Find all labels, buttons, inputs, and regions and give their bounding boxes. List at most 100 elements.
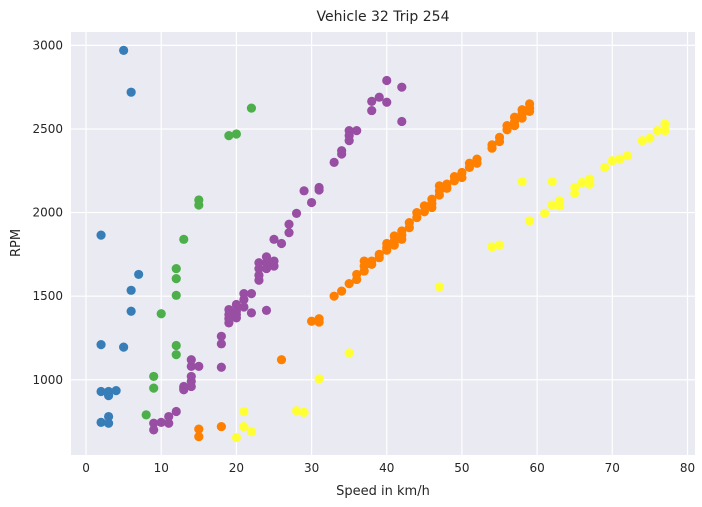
data-point-series-3 xyxy=(216,339,226,349)
data-point-series-4 xyxy=(525,106,535,117)
data-point-series-3 xyxy=(284,219,294,229)
x-tick-label: 0 xyxy=(82,461,90,475)
data-point-series-3 xyxy=(224,318,234,328)
data-point-series-3 xyxy=(216,362,226,372)
tick-labels: 0 10 20 30 40 50 60 70 80 1000 1500 2000 2500 3000 xyxy=(32,38,695,475)
data-point-series-4 xyxy=(216,421,226,432)
data-point-series-5 xyxy=(487,242,497,252)
y-tick-label: 2500 xyxy=(32,122,63,136)
data-point-series-3 xyxy=(291,208,302,219)
x-tick-label: 40 xyxy=(379,461,394,475)
data-point-series-1 xyxy=(96,340,106,350)
data-point-series-5 xyxy=(434,282,444,292)
data-point-series-3 xyxy=(171,406,181,417)
data-point-series-1 xyxy=(96,230,106,240)
data-point-series-3 xyxy=(337,149,347,159)
data-point-series-3 xyxy=(186,381,196,392)
data-point-series-2 xyxy=(171,340,181,351)
data-point-series-5 xyxy=(652,126,663,136)
data-point-series-3 xyxy=(246,289,257,299)
data-point-series-5 xyxy=(239,406,249,417)
data-point-series-5 xyxy=(246,426,257,437)
y-axis-label: RPM xyxy=(9,229,24,257)
data-point-series-5 xyxy=(660,119,670,129)
data-point-series-4 xyxy=(374,253,384,263)
data-point-series-4 xyxy=(397,234,407,244)
data-point-series-5 xyxy=(637,136,647,146)
data-point-series-5 xyxy=(239,421,249,432)
data-point-series-3 xyxy=(254,263,264,274)
data-point-series-2 xyxy=(156,309,166,319)
data-point-series-3 xyxy=(306,197,317,208)
y-tick-label: 2000 xyxy=(32,206,63,220)
data-point-series-1 xyxy=(134,269,144,280)
data-point-series-3 xyxy=(254,275,264,285)
data-point-series-4 xyxy=(509,121,520,131)
data-point-series-3 xyxy=(164,411,174,422)
x-tick-label: 60 xyxy=(529,461,544,475)
data-point-series-3 xyxy=(269,261,279,271)
data-point-series-4 xyxy=(382,245,392,255)
data-point-series-4 xyxy=(472,158,482,168)
data-point-series-3 xyxy=(194,361,204,371)
data-point-series-2 xyxy=(171,350,181,360)
y-tick-label: 3000 xyxy=(32,38,63,52)
data-point-series-3 xyxy=(239,302,249,312)
data-point-series-3 xyxy=(299,186,309,196)
data-point-series-2 xyxy=(141,410,151,420)
data-point-series-3 xyxy=(149,418,159,428)
data-point-series-3 xyxy=(246,308,257,318)
data-point-series-4 xyxy=(329,291,339,301)
data-point-series-3 xyxy=(344,136,354,146)
x-tick-label: 70 xyxy=(605,461,620,475)
data-point-series-1 xyxy=(103,411,114,422)
data-point-series-5 xyxy=(299,407,309,417)
data-point-series-4 xyxy=(359,266,369,276)
data-point-series-5 xyxy=(600,162,610,173)
data-point-series-5 xyxy=(555,201,565,211)
data-point-series-5 xyxy=(314,374,324,384)
data-point-series-4 xyxy=(517,113,527,123)
data-point-series-2 xyxy=(171,290,181,300)
data-point-series-1 xyxy=(96,386,106,397)
data-point-series-5 xyxy=(231,432,241,443)
data-point-series-4 xyxy=(314,317,324,327)
data-point-series-3 xyxy=(261,305,272,315)
data-point-series-4 xyxy=(434,190,444,200)
chart-title: Vehicle 32 Trip 254 xyxy=(317,9,450,25)
x-tick-label: 20 xyxy=(229,461,244,475)
data-point-series-2 xyxy=(246,103,257,113)
data-point-series-5 xyxy=(660,126,670,136)
data-point-series-4 xyxy=(352,274,362,285)
data-point-series-4 xyxy=(464,162,475,173)
data-point-series-3 xyxy=(156,417,166,427)
data-point-series-3 xyxy=(239,294,249,305)
data-point-series-3 xyxy=(276,238,287,249)
data-point-series-5 xyxy=(577,177,587,188)
data-point-series-4 xyxy=(389,240,399,250)
data-point-series-3 xyxy=(149,425,159,435)
data-point-series-5 xyxy=(585,179,595,189)
data-point-series-5 xyxy=(517,177,527,187)
data-point-series-5 xyxy=(494,240,505,250)
data-point-series-4 xyxy=(442,183,452,193)
data-point-series-3 xyxy=(179,385,189,395)
data-point-series-1 xyxy=(119,45,129,55)
data-point-series-5 xyxy=(622,151,632,161)
x-tick-label: 80 xyxy=(680,461,695,475)
data-point-series-3 xyxy=(284,228,294,238)
data-point-series-5 xyxy=(344,348,354,358)
data-point-series-2 xyxy=(171,274,181,284)
data-point-series-5 xyxy=(645,133,655,143)
x-axis-label: Speed in km/h xyxy=(336,484,430,499)
data-point-series-2 xyxy=(224,131,234,141)
data-point-series-1 xyxy=(126,87,136,97)
data-point-series-1 xyxy=(126,285,136,295)
data-point-series-3 xyxy=(231,313,241,323)
y-tick-label: 1000 xyxy=(32,373,63,387)
data-point-series-4 xyxy=(494,136,505,147)
data-point-series-3 xyxy=(397,116,407,127)
data-point-series-4 xyxy=(412,212,422,223)
data-point-series-3 xyxy=(164,418,174,428)
